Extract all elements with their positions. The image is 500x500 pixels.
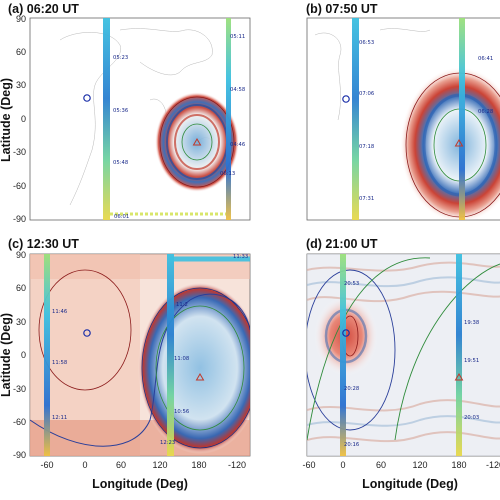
- panel-c-disturbance-oval: [138, 282, 250, 454]
- ut-label: 10:56: [174, 409, 190, 415]
- panel-d-track-1: [340, 254, 346, 456]
- y-tick: -60: [13, 417, 26, 427]
- panel-d-xlabel: Longitude (Deg): [362, 477, 458, 491]
- y-tick: 90: [16, 250, 26, 260]
- panel-c-ylabel: Latitude (Deg): [0, 313, 13, 397]
- ut-label: 19:38: [464, 320, 480, 326]
- ut-label: 07:06: [359, 91, 375, 97]
- ut-label: 07:31: [359, 196, 374, 202]
- y-tick: 30: [16, 80, 26, 90]
- x-tick: -60: [302, 460, 315, 470]
- x-tick: 180: [191, 460, 206, 470]
- x-tick: 120: [412, 460, 427, 470]
- panel-c-track-2: [167, 254, 174, 456]
- ut-label: 05:36: [113, 108, 129, 114]
- ut-label: 04:58: [230, 87, 246, 93]
- x-tick: 60: [116, 460, 126, 470]
- panel-b-track-1: [352, 18, 359, 220]
- triangle-marker-icon: [454, 139, 464, 147]
- x-tick: 0: [82, 460, 87, 470]
- panel-d-contour: [307, 269, 396, 431]
- y-tick: 60: [16, 47, 26, 57]
- circle-marker-icon: [83, 94, 91, 102]
- panel-b: (b) 07:50 UT 06:53 07:06 07:18 07:31 06:…: [306, 2, 500, 221]
- panel-a-y-ticks: 90 60 30 0 -30 -60 -90: [13, 14, 26, 224]
- panel-c-x-ticks: -60 0 60 120 180 -120: [40, 460, 246, 470]
- panel-d: (d) 21:00 UT 20:53 20:28 20: [302, 237, 500, 491]
- x-tick: 60: [376, 460, 386, 470]
- x-tick: -120: [486, 460, 500, 470]
- y-tick: 90: [16, 14, 26, 24]
- y-tick: -90: [13, 450, 26, 460]
- ut-label: 20:53: [344, 281, 359, 287]
- y-tick: -90: [13, 214, 26, 224]
- panel-a-ylabel: Latitude (Deg): [0, 78, 13, 162]
- panel-c-y-ticks: 90 60 30 0 -30 -60 -90: [13, 250, 26, 460]
- ut-label: 19:51: [464, 358, 479, 364]
- ut-label: 12:23: [160, 440, 175, 446]
- panel-b-title: (b) 07:50 UT: [306, 2, 378, 16]
- ut-label: 05:23: [113, 55, 128, 61]
- panel-d-title: (d) 21:00 UT: [306, 237, 378, 251]
- ut-label: 04:46: [230, 142, 246, 148]
- panel-b-disturbance-oval: [400, 67, 500, 220]
- ut-label: 11:46: [52, 309, 68, 315]
- ut-label: 12:11: [52, 415, 67, 421]
- y-tick: 0: [21, 114, 26, 124]
- ut-label: 11:2: [176, 302, 188, 308]
- ut-label: 11:33: [233, 254, 248, 260]
- y-tick: 0: [21, 350, 26, 360]
- x-tick: 0: [340, 460, 345, 470]
- x-tick: -60: [40, 460, 53, 470]
- y-tick: -60: [13, 181, 26, 191]
- triangle-marker-icon: [454, 373, 464, 381]
- circle-marker-icon: [342, 329, 350, 337]
- panel-d-x-ticks: -60 0 60 120 180 -120: [302, 460, 500, 470]
- panel-d-wave-field: [307, 261, 500, 443]
- x-tick: -120: [228, 460, 246, 470]
- ut-label: 06:28: [478, 109, 494, 115]
- ut-label: 05:11: [230, 34, 245, 40]
- ut-label: 06:01: [114, 214, 129, 220]
- panel-c: (c) 12:30 UT 11:46 11:58 12:11 11:2 11:0…: [0, 237, 251, 491]
- y-tick: -30: [13, 384, 26, 394]
- panel-d-track-2: [456, 254, 462, 456]
- ut-label: 20:03: [464, 415, 479, 421]
- panel-c-track-1: [44, 254, 50, 456]
- x-tick: 180: [451, 460, 466, 470]
- ut-label: 06:53: [359, 40, 374, 46]
- panel-c-title: (c) 12:30 UT: [8, 237, 79, 251]
- panel-a-track-2: [226, 18, 231, 220]
- y-tick: 30: [16, 317, 26, 327]
- triangle-marker-icon: [192, 138, 202, 146]
- ut-label: 07:18: [359, 144, 375, 150]
- y-tick: 60: [16, 283, 26, 293]
- ut-label: 05:48: [113, 160, 129, 166]
- circle-marker-icon: [83, 329, 91, 337]
- x-tick: 120: [152, 460, 167, 470]
- panel-c-xlabel: Longitude (Deg): [92, 477, 188, 491]
- ut-label: 11:58: [52, 360, 68, 366]
- panel-a: (a) 06:20 UT 05:23 05:36 05:48 06:01 05:…: [0, 2, 251, 224]
- panel-a-title: (a) 06:20 UT: [8, 2, 79, 16]
- panel-c-contour: [38, 269, 132, 391]
- ut-label: 11:08: [174, 356, 190, 362]
- ut-label: 20:28: [344, 386, 360, 392]
- panel-a-track-1: [103, 18, 110, 220]
- ut-label: 20:16: [344, 442, 360, 448]
- ut-label: 06:13: [220, 171, 235, 177]
- ut-label: 06:41: [478, 56, 493, 62]
- panel-b-track-2: [459, 18, 465, 220]
- circle-marker-icon: [342, 95, 350, 103]
- y-tick: -30: [13, 147, 26, 157]
- triangle-marker-icon: [195, 373, 205, 381]
